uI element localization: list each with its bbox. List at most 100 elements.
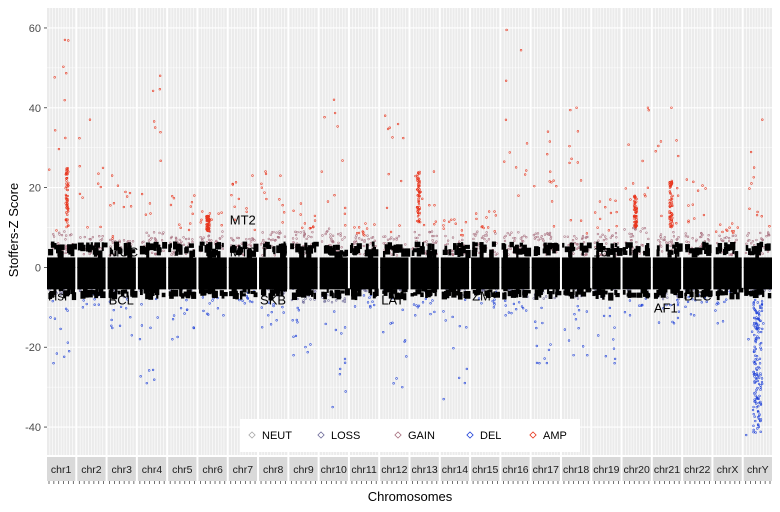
point — [274, 238, 277, 242]
point — [310, 235, 313, 239]
neutral-points — [247, 250, 250, 259]
point — [751, 408, 755, 412]
point — [314, 290, 317, 293]
point — [431, 299, 434, 302]
point — [259, 243, 263, 246]
point — [147, 239, 151, 242]
neutral-points — [431, 243, 435, 253]
point — [700, 232, 703, 235]
point — [725, 236, 728, 239]
facet-chr12: chr12 — [380, 8, 411, 484]
neutral-points — [539, 289, 542, 298]
point — [691, 297, 694, 301]
point — [628, 299, 632, 302]
point — [330, 237, 333, 241]
neutral-points — [332, 244, 336, 254]
neutral-points — [386, 288, 392, 293]
point — [66, 207, 69, 210]
neutral-points — [114, 291, 117, 297]
point — [753, 345, 756, 349]
point — [756, 415, 760, 419]
point — [754, 419, 757, 423]
point — [633, 204, 636, 207]
point — [635, 200, 638, 203]
point — [109, 204, 112, 207]
neutral-band — [77, 257, 106, 290]
neutral-points — [296, 289, 303, 297]
point — [251, 174, 254, 177]
neutral-band — [471, 257, 500, 290]
neutral-points — [350, 289, 354, 297]
point — [67, 207, 70, 210]
point — [601, 253, 604, 257]
point — [623, 228, 626, 231]
neutral-points — [90, 290, 95, 295]
point — [752, 324, 756, 327]
point — [182, 243, 186, 247]
point — [281, 221, 284, 224]
point — [417, 304, 421, 308]
point — [432, 241, 435, 245]
point — [517, 194, 520, 197]
point — [234, 181, 238, 184]
point — [577, 327, 580, 330]
neutral-points — [534, 289, 539, 296]
neutral-points — [140, 287, 143, 292]
neutral-band — [228, 257, 258, 290]
point — [140, 324, 144, 327]
point — [442, 310, 445, 313]
neutral-points — [454, 291, 458, 295]
point — [508, 151, 511, 154]
neutral-points — [70, 287, 75, 295]
neutral-points — [756, 243, 763, 252]
neutral-points — [145, 248, 148, 255]
neutral-points — [110, 249, 114, 255]
point — [55, 352, 59, 355]
facet-chr20: chr20 — [622, 8, 651, 484]
facet-chr5: chr5 — [168, 8, 197, 484]
point — [221, 247, 224, 251]
point — [752, 412, 755, 416]
neutral-points — [526, 290, 531, 294]
point — [64, 244, 67, 248]
point — [670, 218, 673, 222]
point — [760, 306, 763, 310]
point — [659, 233, 663, 236]
point — [182, 236, 185, 239]
neutral-points — [373, 249, 379, 257]
strip-label-chr21: chr21 — [654, 464, 680, 476]
point — [646, 106, 650, 109]
point — [389, 237, 392, 241]
neutral-points — [126, 291, 129, 298]
point — [304, 345, 307, 349]
legend-key-amp — [529, 431, 537, 439]
point — [340, 332, 343, 335]
neutral-points — [677, 290, 684, 299]
point — [755, 311, 758, 315]
point — [260, 186, 264, 189]
neutral-points — [221, 292, 225, 299]
legend-box — [240, 419, 580, 452]
point — [323, 116, 326, 119]
point — [442, 397, 445, 401]
point — [584, 253, 587, 256]
point — [336, 232, 340, 236]
point — [208, 212, 212, 215]
point — [640, 243, 643, 247]
point — [481, 289, 485, 292]
strip-label-chr16: chr16 — [502, 464, 528, 476]
point — [387, 172, 390, 176]
point — [576, 161, 579, 164]
point — [702, 213, 706, 217]
neutral-points — [172, 289, 179, 297]
point — [756, 379, 759, 383]
point — [418, 233, 421, 237]
point — [432, 170, 436, 173]
point — [369, 306, 372, 309]
point — [460, 229, 464, 232]
point — [435, 234, 438, 238]
point — [481, 225, 484, 228]
point — [714, 230, 718, 233]
point — [333, 194, 336, 197]
neutral-points — [617, 248, 624, 256]
